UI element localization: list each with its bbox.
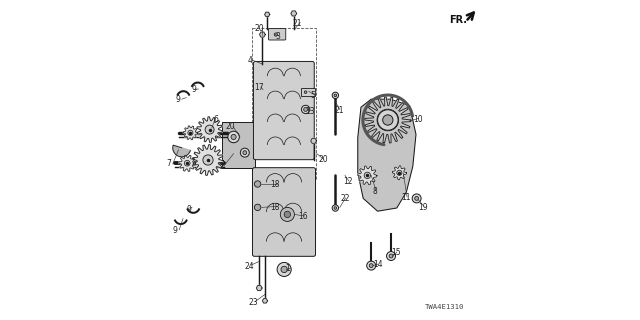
- Polygon shape: [392, 166, 406, 180]
- Circle shape: [281, 266, 287, 273]
- Circle shape: [241, 148, 250, 157]
- Text: 21: 21: [293, 19, 302, 28]
- Circle shape: [364, 172, 371, 179]
- Circle shape: [284, 211, 291, 218]
- Text: FR.: FR.: [449, 15, 467, 25]
- Text: 9: 9: [191, 85, 196, 94]
- Circle shape: [377, 109, 399, 131]
- Text: 16: 16: [298, 212, 308, 221]
- Text: 18: 18: [270, 180, 279, 189]
- Circle shape: [397, 170, 402, 175]
- Circle shape: [275, 33, 278, 36]
- Circle shape: [273, 31, 280, 38]
- Circle shape: [332, 205, 339, 211]
- Text: 20: 20: [254, 24, 264, 33]
- Text: 20: 20: [318, 156, 328, 164]
- Circle shape: [387, 252, 396, 260]
- Text: 5: 5: [310, 91, 316, 100]
- Text: 2: 2: [219, 162, 224, 171]
- Polygon shape: [358, 166, 377, 185]
- Text: 15: 15: [391, 248, 401, 257]
- Text: 14: 14: [372, 260, 383, 269]
- Circle shape: [228, 131, 239, 143]
- Text: 20: 20: [225, 122, 236, 131]
- Circle shape: [255, 181, 261, 187]
- Text: 3: 3: [275, 32, 280, 41]
- Circle shape: [255, 204, 261, 211]
- Polygon shape: [179, 155, 196, 172]
- Text: 17: 17: [253, 84, 264, 92]
- Text: 9: 9: [186, 205, 191, 214]
- Circle shape: [389, 254, 393, 258]
- Text: 4: 4: [247, 56, 252, 65]
- Polygon shape: [262, 299, 268, 303]
- Circle shape: [369, 264, 373, 268]
- Polygon shape: [311, 138, 317, 143]
- Polygon shape: [184, 126, 197, 140]
- Circle shape: [205, 125, 214, 134]
- Circle shape: [243, 151, 247, 155]
- Polygon shape: [365, 97, 411, 143]
- Circle shape: [303, 89, 309, 95]
- Polygon shape: [256, 285, 262, 291]
- Text: 24: 24: [244, 262, 254, 271]
- Circle shape: [280, 207, 294, 221]
- Circle shape: [188, 130, 193, 135]
- Circle shape: [304, 108, 308, 111]
- Text: 6: 6: [214, 116, 218, 124]
- Polygon shape: [173, 145, 190, 157]
- Text: 13: 13: [305, 107, 316, 116]
- Text: 18: 18: [271, 203, 280, 212]
- Bar: [252, 28, 316, 179]
- Polygon shape: [260, 32, 265, 37]
- Text: 11: 11: [402, 193, 411, 202]
- Text: 8: 8: [372, 187, 378, 196]
- Text: 9: 9: [173, 226, 178, 235]
- Polygon shape: [193, 145, 223, 175]
- Text: 9: 9: [175, 95, 180, 104]
- Circle shape: [334, 207, 337, 209]
- Circle shape: [301, 105, 310, 114]
- Text: 7: 7: [166, 159, 172, 168]
- Polygon shape: [291, 11, 297, 16]
- Text: 21: 21: [335, 106, 344, 115]
- FancyBboxPatch shape: [252, 168, 316, 256]
- Polygon shape: [265, 12, 270, 17]
- Polygon shape: [358, 99, 416, 211]
- Circle shape: [412, 194, 421, 203]
- Polygon shape: [197, 117, 222, 142]
- Text: 19: 19: [418, 203, 428, 212]
- Text: 23: 23: [248, 298, 259, 307]
- Circle shape: [383, 115, 393, 125]
- Bar: [301, 88, 315, 96]
- FancyBboxPatch shape: [269, 28, 285, 40]
- Text: 1: 1: [285, 264, 291, 273]
- Text: 22: 22: [340, 194, 349, 203]
- Circle shape: [415, 196, 419, 200]
- Circle shape: [231, 134, 236, 140]
- Text: 10: 10: [413, 115, 422, 124]
- Circle shape: [203, 155, 213, 165]
- FancyBboxPatch shape: [253, 61, 314, 160]
- Circle shape: [332, 92, 339, 99]
- Polygon shape: [222, 122, 255, 168]
- Circle shape: [383, 115, 393, 125]
- Circle shape: [367, 261, 376, 270]
- Circle shape: [378, 110, 398, 130]
- Circle shape: [184, 160, 190, 166]
- Circle shape: [305, 91, 307, 93]
- Circle shape: [334, 94, 337, 97]
- Text: 12: 12: [344, 177, 353, 186]
- Circle shape: [277, 262, 291, 276]
- Text: TWA4E1310: TWA4E1310: [425, 304, 465, 310]
